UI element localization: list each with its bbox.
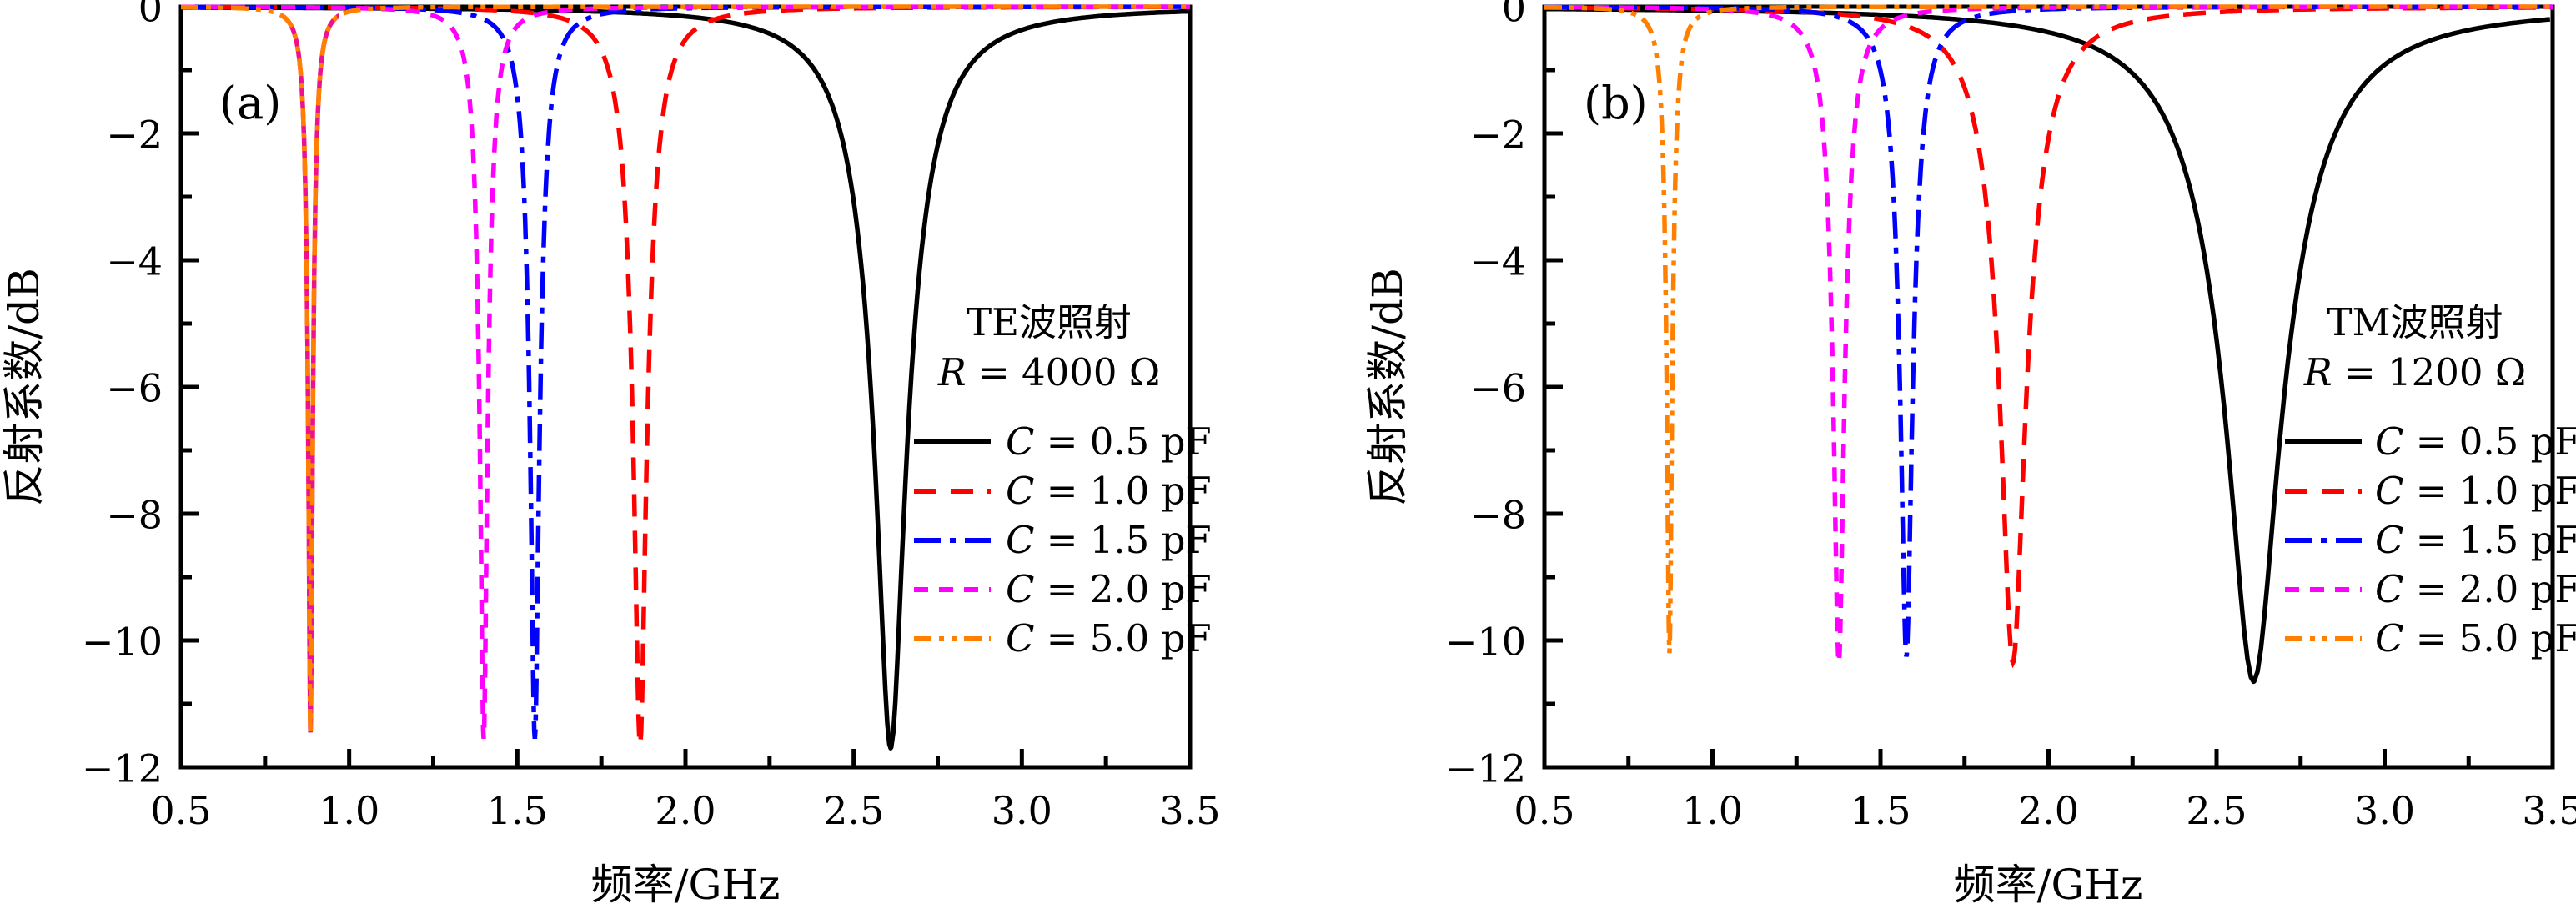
x-axis-tick-label: 0.5: [1514, 788, 1574, 833]
y-axis-tick-label: 0: [138, 0, 163, 30]
curves: [1543, 4, 2553, 685]
x-tick-labels: 0.5 1.0 1.5 2.0 2.5 3.0 3.5: [150, 788, 1220, 833]
panel-b: 0.5 1.0 1.5 2.0 2.5 3.0 3.5 0 −2 −4 −6 −8 −10 −12 频率/G…: [1363, 0, 2576, 909]
legend-label-0.5pF: C = 0.5 pF: [2375, 419, 2576, 464]
y-axis-tick-label: −4: [106, 239, 163, 284]
panel-label: (a): [219, 77, 281, 129]
curve-underlay-a-4: [282, 13, 339, 733]
y-axis-tick-label: −12: [1445, 746, 1526, 791]
y-axis-tick-label: −2: [1469, 112, 1526, 157]
legend-label-1.0pF: C = 1.0 pF: [1006, 469, 1212, 513]
x-axis-tick-label: 0.5: [150, 788, 211, 833]
legend-label-1.5pF: C = 1.5 pF: [2375, 518, 2576, 562]
x-axis-title: 频率/GHz: [1954, 861, 2143, 909]
x-tick-labels: 0.5 1.0 1.5 2.0 2.5 3.0 3.5: [1514, 788, 2576, 833]
x-axis-tick-label: 2.0: [2018, 788, 2079, 833]
y-axis-tick-label: −10: [1445, 619, 1526, 664]
legend: TE波照射 R = 4000 Ω C = 0.5 pF C = 1.0 pF C = 1…: [914, 300, 1212, 660]
y-axis-tick-label: −10: [82, 619, 163, 664]
y-axis-title: 反射系数/dB: [0, 268, 48, 506]
legend-label-5.0pF: C = 5.0 pF: [2375, 616, 2576, 660]
panel-a: 0.5 1.0 1.5 2.0 2.5 3.0 3.5 0 −2 −4 −6 −8 −10 −12 频率/G…: [0, 0, 1221, 909]
x-axis-tick-label: 2.5: [2186, 788, 2247, 833]
x-axis-tick-label: 1.0: [1682, 788, 1743, 833]
y-axis-tick-label: −8: [1469, 492, 1526, 537]
legend-title-illumination: TM波照射: [2327, 300, 2503, 344]
curves: [179, 4, 1191, 753]
legend-title-resistance: R = 4000 Ω: [937, 350, 1160, 394]
x-axis-tick-label: 3.0: [992, 788, 1052, 833]
legend-label-1.5pF: C = 1.5 pF: [1006, 518, 1212, 562]
x-axis-title: 频率/GHz: [591, 861, 781, 909]
y-axis-tick-label: 0: [1502, 0, 1526, 30]
legend-label-5.0pF: C = 5.0 pF: [1006, 616, 1212, 660]
x-axis-tick-label: 1.5: [487, 788, 548, 833]
legend-label-2.0pF: C = 2.0 pF: [2375, 567, 2576, 611]
x-axis-tick-label: 3.5: [2522, 788, 2576, 833]
y-axis-tick-label: −2: [106, 112, 163, 157]
y-axis-tick-label: −4: [1469, 239, 1526, 284]
x-axis-tick-label: 2.0: [655, 788, 716, 833]
y-tick-labels: 0 −2 −4 −6 −8 −10 −12: [82, 0, 163, 791]
y-axis-tick-label: −6: [1469, 365, 1526, 410]
y-axis-tick-label: −6: [106, 365, 163, 410]
x-axis-tick-label: 1.0: [319, 788, 379, 833]
x-axis-tick-label: 3.5: [1159, 788, 1220, 833]
legend-title-resistance: R = 1200 Ω: [2303, 350, 2526, 394]
y-axis-tick-label: −8: [106, 492, 163, 537]
axis-ticks: [178, 4, 1193, 770]
x-axis-tick-label: 3.0: [2354, 788, 2415, 833]
y-axis-title: 反射系数/dB: [1363, 268, 1412, 506]
legend-label-0.5pF: C = 0.5 pF: [1006, 419, 1212, 464]
y-tick-labels: 0 −2 −4 −6 −8 −10 −12: [1445, 0, 1526, 791]
curve-b-5.0pF: [1544, 4, 2553, 654]
panel-label: (b): [1584, 77, 1648, 129]
x-axis-tick-label: 1.5: [1850, 788, 1911, 833]
legend-label-2.0pF: C = 2.0 pF: [1006, 567, 1212, 611]
legend: TM波照射 R = 1200 Ω C = 0.5 pF C = 1.0 pF C = 1…: [2285, 300, 2576, 660]
curve-a-1.0pF: [181, 4, 1189, 753]
y-axis-tick-label: −12: [82, 746, 163, 791]
legend-title-illumination: TE波照射: [967, 300, 1132, 344]
legend-label-1.0pF: C = 1.0 pF: [2375, 469, 2576, 513]
x-axis-tick-label: 2.5: [823, 788, 884, 833]
